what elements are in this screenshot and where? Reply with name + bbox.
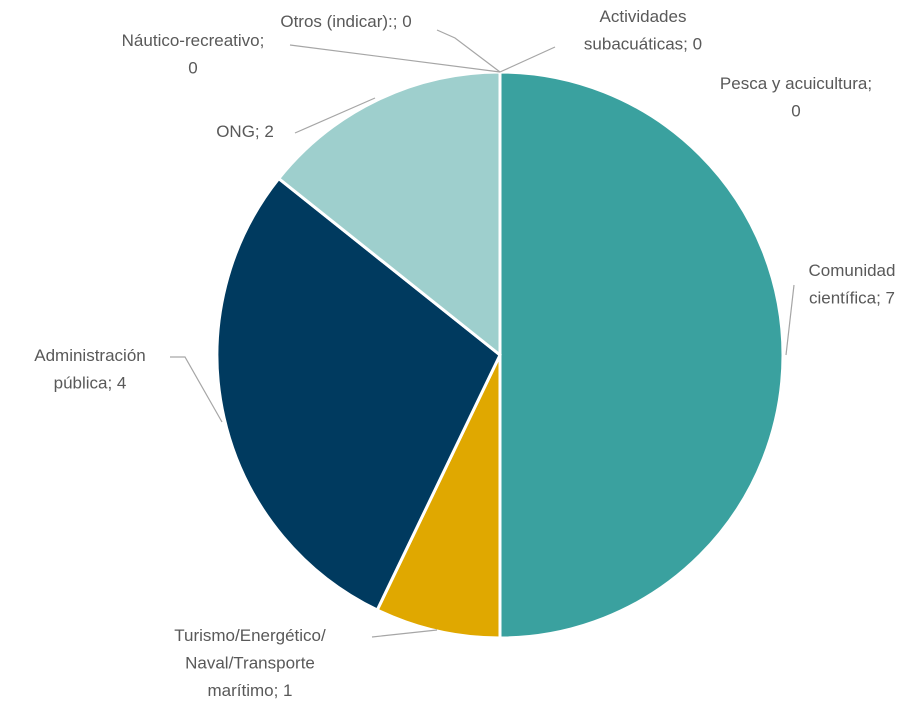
data-label: Actividades subacuáticas; 0 [584,7,702,54]
data-label: Pesca y acuicultura; 0 [720,74,872,121]
data-label: Comunidad científica; 7 [809,261,896,308]
data-label-line: pública; 4 [54,374,127,393]
data-label-line: subacuáticas; 0 [584,35,702,54]
leader-line [371,629,438,638]
data-label-line: ONG; 2 [216,122,274,141]
data-label: Turismo/Energético/Naval/Transporte marít… [174,626,326,700]
data-label-line: 0 [791,102,800,121]
data-label-line: Comunidad [809,261,896,280]
data-label: Náutico-recreativo; 0 [122,31,265,78]
data-label-line: Turismo/Energético/ [174,626,326,645]
data-label-line: 0 [188,59,197,78]
data-label-line: Administración [34,346,146,365]
leader-line [170,356,223,423]
data-label-line: Otros (indicar):; 0 [280,12,411,31]
pie-slice [498,70,785,640]
leader-line [289,44,501,73]
data-label-line: Pesca y acuicultura; [720,74,872,93]
data-label-line: Naval/Transporte [185,654,315,673]
leader-line [785,284,795,356]
leader-line [294,97,376,134]
data-label-line: científica; 7 [809,289,895,308]
data-label: Otros (indicar):; 0 [280,12,411,31]
data-label-line: Actividades [600,7,687,26]
pie-slice [215,176,502,612]
leader-line [499,46,556,73]
data-label: ONG; 2 [216,122,274,141]
data-label-line: marítimo; 1 [207,681,292,700]
data-label: Administración pública; 4 [34,346,146,393]
leader-line [436,29,501,73]
pie-slice [375,354,502,640]
data-label-line: Náutico-recreativo; [122,31,265,50]
pie-slice [276,70,502,359]
